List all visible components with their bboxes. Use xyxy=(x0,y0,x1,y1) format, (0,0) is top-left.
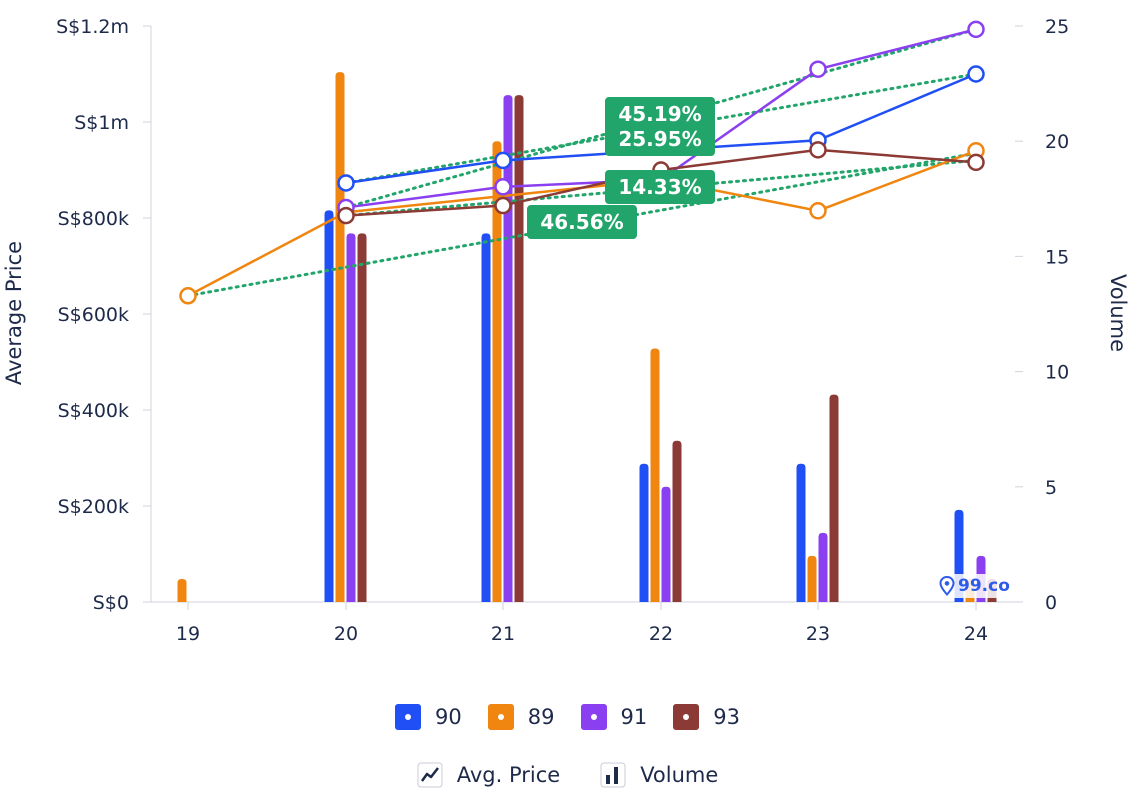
legend-label-90: 90 xyxy=(435,705,462,729)
y-left-tick-label: S$200k xyxy=(58,496,129,518)
y-right-tick-label: 20 xyxy=(1045,131,1069,153)
y-right-axis-title: Volume xyxy=(1106,274,1130,352)
y-left-tick-label: S$1m xyxy=(74,112,129,134)
volume-bar-90-23 xyxy=(796,463,806,602)
y-left-tick-label: S$1.2m xyxy=(56,16,129,38)
watermark-logo: 99.co xyxy=(936,574,1013,598)
price-point-90-21 xyxy=(494,151,512,170)
x-tick-label: 24 xyxy=(964,623,988,645)
volume-bar-89-23 xyxy=(807,555,817,602)
y-left-tick-label: S$400k xyxy=(58,400,129,422)
volume-bars xyxy=(177,72,997,603)
avg-price-toggle[interactable]: Avg. Price xyxy=(417,762,560,788)
trend-line-91 xyxy=(344,27,978,209)
line-chart-icon xyxy=(417,762,443,788)
y-right-tick-label: 15 xyxy=(1045,246,1069,268)
volume-bar-89-21 xyxy=(492,141,502,602)
legend-label-93: 93 xyxy=(713,705,740,729)
combo-chart: S$0 S$200k S$400k S$600k S$800k S$1m S$1.2m 0 5 1… xyxy=(2,16,1130,645)
legend-swatch-93 xyxy=(673,704,700,730)
trend-badge-bg xyxy=(605,122,715,156)
y-left-axis-title: Average Price xyxy=(2,241,26,385)
trend-badges: 45.19%25.95%14.33%46.56% xyxy=(527,97,715,239)
price-point-91-21 xyxy=(494,178,512,196)
y-right-tick-label: 0 xyxy=(1045,592,1057,614)
legend-swatch-90 xyxy=(395,704,422,730)
volume-bar-93-22 xyxy=(672,440,682,602)
y-left-tick-label: S$0 xyxy=(93,592,129,614)
trend-lines xyxy=(186,27,978,298)
price-point-91-23 xyxy=(809,60,827,78)
axes: S$0 S$200k S$400k S$600k S$800k S$1m S$1.2m 0 5 1… xyxy=(56,16,1069,645)
map-pin-icon xyxy=(939,576,955,596)
volume-bar-93-21 xyxy=(514,95,524,603)
volume-toggle[interactable]: Volume xyxy=(600,762,718,788)
volume-bar-91-21 xyxy=(503,95,513,603)
legend-item-93[interactable]: 93 xyxy=(673,704,740,730)
series-legend: 90 89 91 93 xyxy=(0,704,1135,730)
trend-badge-label: 46.56% xyxy=(540,210,623,234)
trend-badge-label: 25.95% xyxy=(618,127,701,151)
price-point-91-24 xyxy=(967,20,985,39)
trend-badge-label: 14.33% xyxy=(618,175,701,199)
price-point-93-23 xyxy=(809,141,827,159)
volume-toggle-label: Volume xyxy=(640,763,719,787)
legend-item-90[interactable]: 90 xyxy=(395,704,462,730)
x-tick-label: 19 xyxy=(176,623,200,645)
y-left-tick-label: S$800k xyxy=(58,208,129,230)
price-point-90-24 xyxy=(967,65,985,83)
legend-swatch-91 xyxy=(580,704,607,730)
price-lines xyxy=(179,20,985,305)
y-right-tick-label: 25 xyxy=(1045,16,1069,38)
mode-legend: Avg. Price Volume xyxy=(0,762,1135,788)
watermark-text: 99.co xyxy=(958,576,1010,596)
price-point-89-23 xyxy=(809,202,827,220)
trend-badge-bg xyxy=(605,170,715,204)
price-point-90-20 xyxy=(337,174,355,192)
volume-bar-89-20 xyxy=(335,72,345,602)
y-right-tick-label: 5 xyxy=(1045,477,1057,499)
x-tick-label: 22 xyxy=(649,623,673,645)
trend-line-90 xyxy=(344,72,978,185)
volume-bar-90-20 xyxy=(324,210,334,602)
price-point-93-21 xyxy=(494,196,512,215)
volume-bar-89-22 xyxy=(650,348,660,602)
y-right-tick-label: 10 xyxy=(1045,362,1069,384)
volume-bar-91-23 xyxy=(818,532,828,602)
legend-swatch-89 xyxy=(487,704,514,730)
volume-bar-91-22 xyxy=(661,486,671,602)
trend-badge-bg xyxy=(527,205,637,239)
y-left-tick-label: S$600k xyxy=(58,304,129,326)
volume-bar-89-19 xyxy=(177,578,187,602)
legend-label-89: 89 xyxy=(527,705,555,729)
price-point-89-19 xyxy=(179,287,197,305)
volume-bar-93-23 xyxy=(829,394,839,602)
volume-bar-91-20 xyxy=(346,233,356,603)
price-point-93-24 xyxy=(967,153,985,172)
legend-item-91[interactable]: 91 xyxy=(580,704,648,730)
volume-bar-90-21 xyxy=(481,233,491,603)
price-point-93-20 xyxy=(337,206,355,225)
legend-item-89[interactable]: 89 xyxy=(487,704,555,730)
volume-bar-90-22 xyxy=(639,463,649,602)
x-tick-label: 21 xyxy=(491,623,515,645)
bar-chart-icon xyxy=(600,762,626,788)
x-tick-label: 23 xyxy=(806,623,830,645)
legend-label-91: 91 xyxy=(620,705,648,729)
x-tick-label: 20 xyxy=(334,623,358,645)
avg-price-toggle-label: Avg. Price xyxy=(456,763,561,787)
volume-bar-93-20 xyxy=(357,233,367,603)
